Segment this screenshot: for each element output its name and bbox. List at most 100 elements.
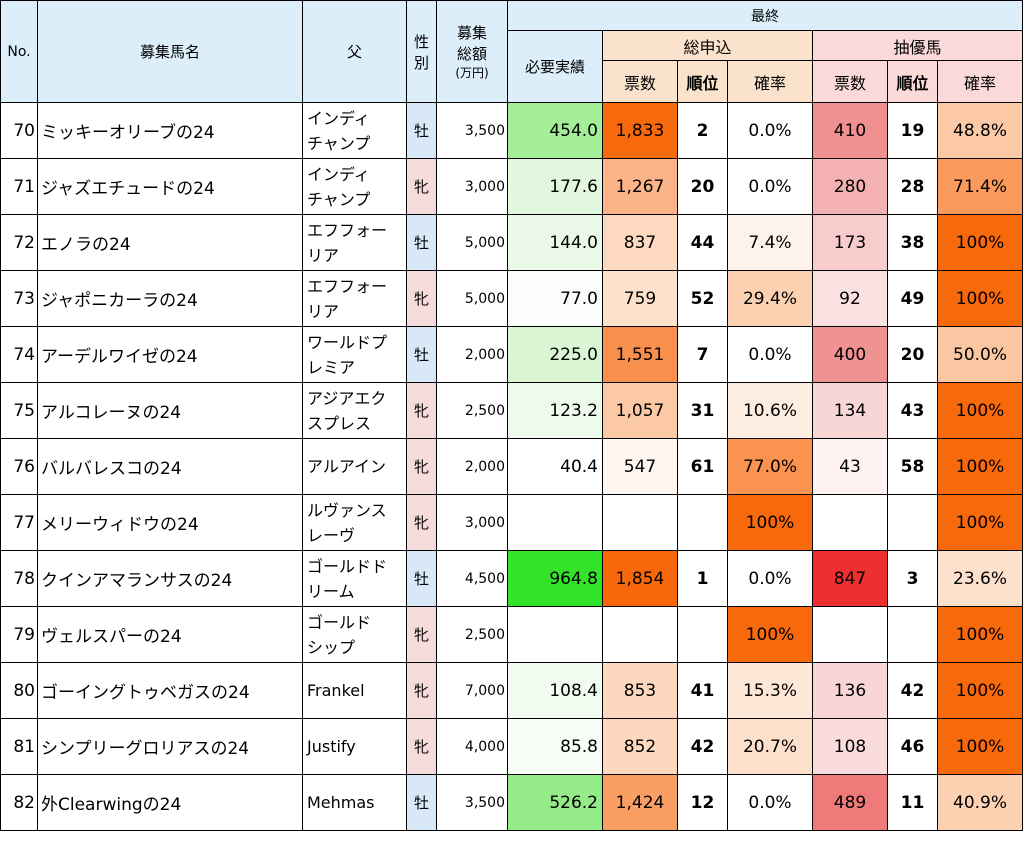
votes: 1,833 xyxy=(602,102,678,159)
sex-cell: 牡 xyxy=(406,326,437,383)
required-score: 526.2 xyxy=(507,774,603,831)
row-no: 78 xyxy=(0,550,38,607)
horse-name: バルバレスコの24 xyxy=(37,438,303,495)
table-row: 71 ジャズエチュードの24 インディ チャンプ牝 3,000 177.6 1,267 20 0… xyxy=(0,158,1024,215)
header-total: 募集 総額 (万円) xyxy=(436,0,508,103)
votes: 759 xyxy=(602,270,678,327)
votes: 547 xyxy=(602,438,678,495)
rank: 31 xyxy=(677,382,728,439)
total-amount: 3,000 xyxy=(436,494,508,551)
rank: 1 xyxy=(677,550,728,607)
lp-rank: 38 xyxy=(887,214,938,271)
horse-name: アーデルワイゼの24 xyxy=(37,326,303,383)
lp-votes: 134 xyxy=(812,382,888,439)
required-score: 77.0 xyxy=(507,270,603,327)
lp-votes xyxy=(812,606,888,663)
row-no: 77 xyxy=(0,494,38,551)
rank: 7 xyxy=(677,326,728,383)
rank xyxy=(677,606,728,663)
lp-rank: 42 xyxy=(887,662,938,719)
votes: 853 xyxy=(602,662,678,719)
row-no: 80 xyxy=(0,662,38,719)
required-score xyxy=(507,606,603,663)
lp-rank: 43 xyxy=(887,382,938,439)
lp-rank: 46 xyxy=(887,718,938,775)
sire-name: Justify xyxy=(302,718,407,775)
votes xyxy=(602,606,678,663)
lp-probability: 100% xyxy=(936,718,1024,775)
sire-name: エフフォー リア xyxy=(302,214,407,271)
lp-votes: 410 xyxy=(812,102,888,159)
total-amount: 2,500 xyxy=(436,606,508,663)
rank: 42 xyxy=(677,718,728,775)
table-row: 82 外Clearwingの24 Mehmas 牡 3,500 526.2 1,424 12 0… xyxy=(0,774,1024,831)
sex-cell: 牝 xyxy=(406,606,437,663)
probability: 0.0% xyxy=(727,102,813,159)
sire-line: ワールドプ xyxy=(307,332,388,352)
required-score: 40.4 xyxy=(507,438,603,495)
sex-cell: 牡 xyxy=(406,550,437,607)
lp-rank: 20 xyxy=(887,326,938,383)
row-no: 70 xyxy=(0,102,38,159)
probability: 10.6% xyxy=(727,382,813,439)
row-no: 79 xyxy=(0,606,38,663)
sire-line: リア xyxy=(307,301,340,321)
sire-line: チャンプ xyxy=(307,133,371,153)
rank: 41 xyxy=(677,662,728,719)
header-probability: 確率 xyxy=(727,60,813,103)
sire-line: アルアイン xyxy=(307,457,387,476)
sex-cell: 牝 xyxy=(406,158,437,215)
lp-probability: 100% xyxy=(936,494,1024,551)
probability: 0.0% xyxy=(727,326,813,383)
sire-line: ゴールド xyxy=(307,612,372,632)
header-no: No. xyxy=(0,0,38,103)
required-score: 123.2 xyxy=(507,382,603,439)
horse-name: ジャポニカーラの24 xyxy=(37,270,303,327)
probability: 77.0% xyxy=(727,438,813,495)
table-row: 80 ゴーイングトゥベガスの24 Frankel 牝 7,000 108.4 853 41 15… xyxy=(0,662,1024,719)
sex-cell: 牡 xyxy=(406,774,437,831)
row-no: 81 xyxy=(0,718,38,775)
total-amount: 2,500 xyxy=(436,382,508,439)
probability: 0.0% xyxy=(727,550,813,607)
horse-name: ミッキーオリーブの24 xyxy=(37,102,303,159)
sire-name: ルヴァンス レーヴ xyxy=(302,494,407,551)
lp-rank: 49 xyxy=(887,270,938,327)
required-score xyxy=(507,494,603,551)
rank: 52 xyxy=(677,270,728,327)
sire-line: インディ xyxy=(307,108,370,128)
horse-name: エノラの24 xyxy=(37,214,303,271)
horse-name: クインアマランサスの24 xyxy=(37,550,303,607)
votes: 1,424 xyxy=(602,774,678,831)
total-amount: 3,500 xyxy=(436,774,508,831)
sire-line: エフフォー xyxy=(307,276,388,296)
total-amount: 4,500 xyxy=(436,550,508,607)
lp-votes: 847 xyxy=(812,550,888,607)
lp-rank xyxy=(887,494,938,551)
header-lottery-priority: 抽優馬 xyxy=(811,30,1024,61)
header-final: 最終 xyxy=(506,0,1024,31)
votes: 1,267 xyxy=(602,158,678,215)
table-row: 78 クインアマランサスの24 ゴールドド リーム牡 4,500 964.8 1,854 1 0… xyxy=(0,550,1024,607)
lp-rank: 3 xyxy=(887,550,938,607)
table-row: 72 エノラの24 エフフォー リア牡 5,000 144.0 837 44 7.4% 173 38… xyxy=(0,214,1024,271)
total-amount: 5,000 xyxy=(436,270,508,327)
sire-line: リーム xyxy=(307,581,355,601)
table-row: 74 アーデルワイゼの24 ワールドプ レミア牡 2,000 225.0 1,551 7 0.0… xyxy=(0,326,1024,383)
lp-probability: 100% xyxy=(936,662,1024,719)
probability: 0.0% xyxy=(727,158,813,215)
table-body: 70 ミッキーオリーブの24 インディ チャンプ牡 3,500 454.0 1,833 2 0.… xyxy=(0,102,1024,831)
horse-name: 外Clearwingの24 xyxy=(37,774,303,831)
required-score: 108.4 xyxy=(507,662,603,719)
votes: 837 xyxy=(602,214,678,271)
horse-name: ジャズエチュードの24 xyxy=(37,158,303,215)
sex-cell: 牝 xyxy=(406,438,437,495)
sire-name: ゴールドド リーム xyxy=(302,550,407,607)
header-name: 募集馬名 xyxy=(37,0,303,103)
required-score: 177.6 xyxy=(507,158,603,215)
probability: 7.4% xyxy=(727,214,813,271)
horse-name: メリーウィドウの24 xyxy=(37,494,303,551)
header-sire: 父 xyxy=(302,0,407,103)
sire-line: レーヴ xyxy=(307,525,356,545)
total-amount: 3,500 xyxy=(436,102,508,159)
